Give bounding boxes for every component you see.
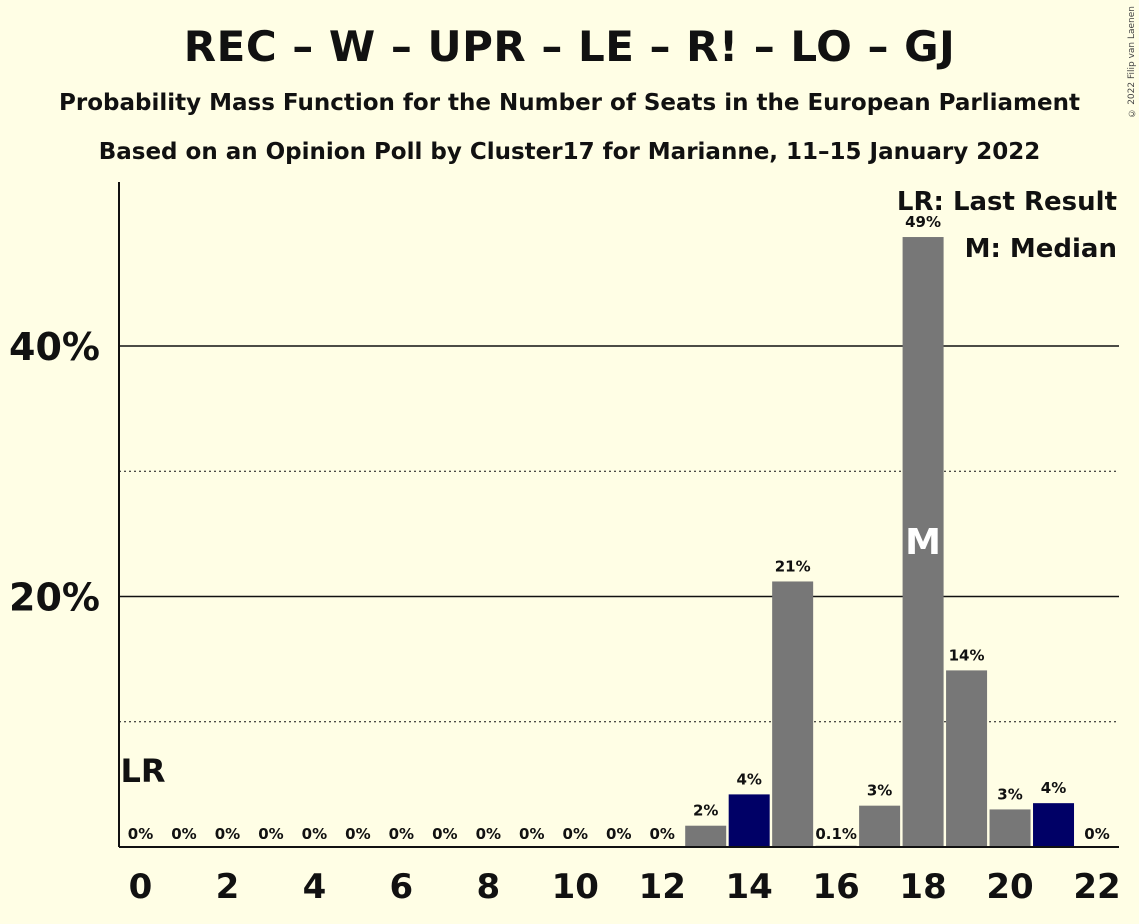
bar-value-label: 4%: [736, 770, 761, 788]
gridlines: [119, 345, 1119, 723]
x-tick-label: 8: [476, 867, 500, 907]
bar-value-label: 4%: [1041, 779, 1066, 797]
legend-last-result: LR: Last Result: [897, 187, 1117, 217]
bar-value-label: 0%: [215, 825, 240, 843]
tick-labels: 0 2 4 6 8 10 12 14 16 18 20 22 20% 40%: [9, 325, 1121, 907]
chart-source: Based on an Opinion Poll by Cluster17 fo…: [98, 139, 1041, 165]
x-tick-label: 12: [639, 867, 686, 907]
x-tick-label: 0: [129, 867, 153, 907]
bars: [685, 237, 1075, 848]
bar-seat-13: [685, 825, 727, 847]
chart-subtitle: Probability Mass Function for the Number…: [59, 90, 1080, 116]
y-tick-label: 20%: [9, 576, 100, 620]
bar-value-label: 3%: [997, 785, 1022, 803]
bar-seat-15: [772, 581, 814, 847]
bar-value-label: 0.1%: [815, 825, 857, 843]
x-tick-label: 20: [986, 867, 1033, 907]
bar-value-label: 14%: [949, 646, 985, 664]
bar-value-label: 0%: [476, 825, 501, 843]
bar-value-label: 0%: [563, 825, 588, 843]
y-tick-label: 40%: [9, 325, 100, 369]
bar-seat-19: [946, 670, 988, 847]
bar-value-label: 0%: [519, 825, 544, 843]
bar-value-label: 21%: [775, 557, 811, 575]
bar-seat-17: [859, 805, 901, 847]
x-tick-label: 10: [552, 867, 599, 907]
bar-value-label: 0%: [171, 825, 196, 843]
bar-value-label: 0%: [345, 825, 370, 843]
legend-median: M: Median: [965, 234, 1117, 264]
bar-value-label: 0%: [389, 825, 414, 843]
median-marker: M: [905, 522, 941, 563]
x-tick-label: 14: [726, 867, 773, 907]
bar-seat-21: [1033, 803, 1075, 847]
legend: LR: Last Result M: Median: [897, 187, 1117, 264]
bar-value-label: 2%: [693, 802, 718, 820]
bar-labels: 0% 0% 0% 0% 0% 0% 0% 0% 0% 0% 0% 0% 0% 2% 4% 21% 0.1% 3% 4…: [128, 213, 1110, 843]
bar-value-label: 0%: [649, 825, 674, 843]
x-tick-label: 4: [303, 867, 327, 907]
bar-value-label: 0%: [606, 825, 631, 843]
bar-value-label: 49%: [905, 213, 941, 231]
bar-seat-14: [728, 794, 770, 847]
last-result-marker: LR: [121, 752, 166, 790]
bar-value-label: 0%: [432, 825, 457, 843]
chart-title: REC – W – UPR – LE – R! – LO – GJ: [183, 22, 956, 71]
x-tick-label: 16: [812, 867, 859, 907]
x-tick-label: 2: [216, 867, 240, 907]
bar-seat-20: [989, 809, 1031, 847]
bar-value-label: 0%: [302, 825, 327, 843]
x-tick-label: 22: [1073, 867, 1120, 907]
markers: LR M: [121, 522, 942, 790]
x-tick-label: 18: [899, 867, 946, 907]
bar-value-label: 0%: [128, 825, 153, 843]
bar-value-label: 3%: [867, 782, 892, 800]
x-tick-label: 6: [390, 867, 414, 907]
bar-seat-18: [902, 237, 944, 848]
bar-value-label: 0%: [1084, 825, 1109, 843]
axes: [118, 182, 1119, 848]
bar-value-label: 0%: [258, 825, 283, 843]
